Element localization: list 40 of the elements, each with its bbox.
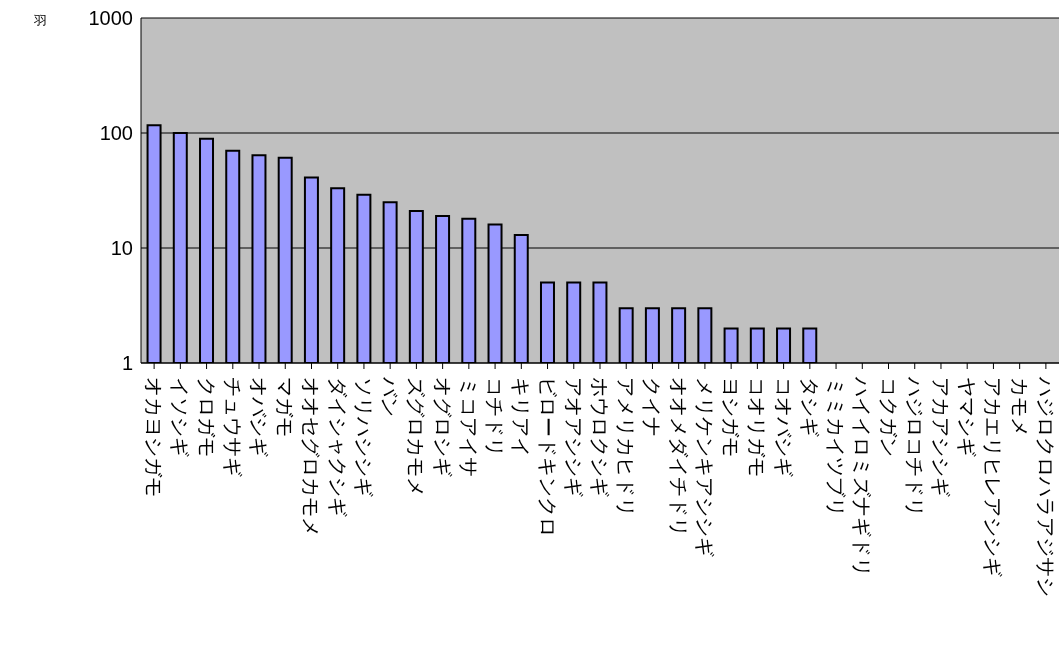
x-tick-label: ズグロカモメ [404,377,429,497]
x-tick-label: アメリカヒドリ [614,377,639,517]
x-tick-label: ヤマシギ [955,377,980,457]
x-tick-label: アカエリヒレアシシギ [981,377,1006,577]
x-tick-label: バン [378,376,403,417]
x-tick-label: オカヨシガモ [142,377,167,497]
y-tick-label: 1000 [88,7,133,30]
x-tick-label: アカアシシギ [928,377,953,497]
x-tick-label: コオバシギ [771,377,796,477]
y-tick-label: 10 [110,237,133,260]
x-tick-label: ホウロクシギ [588,377,612,497]
x-tick-label: アオアシシギ [561,377,586,497]
x-tick-label: オオセグロカモメ [299,377,324,537]
x-tick-label: イソシギ [168,377,193,457]
x-tick-label: ヨシガモ [719,377,744,457]
x-tick-label: ハイイロミズナギドリ [850,376,875,577]
x-tick-label: キリアイ [509,377,534,457]
x-tick-label: マガモ [273,377,298,437]
x-tick-label: ミミカイツブリ [824,377,849,517]
y-axis-title: 羽 [34,12,47,30]
x-tick-label: オバシギ [247,377,272,457]
x-tick-label: カモメ [1007,377,1032,437]
x-tick-label: メリケンキアシシギ [692,377,717,557]
x-tick-label: チュウサギ [220,377,245,477]
x-tick-label: コオリガモ [745,377,770,477]
x-tick-label: クロガモ [194,377,219,457]
x-tick-label: オグロシギ [430,377,455,477]
x-tick-label: ビロードキンクロ [535,377,560,537]
x-tick-label: ソリハシシギ [351,377,376,497]
x-tick-label: ダイシャクシギ [325,377,350,517]
x-tick-label: ミコアイサ [456,377,481,477]
y-tick-label: 100 [99,122,133,145]
x-tick-label: ハジロクロハラアジサシ [1033,376,1058,597]
x-tick-label: コチドリ [483,377,508,457]
x-tick-label: オオメダイチドリ [666,377,691,537]
x-tick-label: クイナ [640,377,665,437]
x-tick-label: コクガン [876,377,901,457]
x-tick-label: タシギ [797,377,822,437]
y-tick-label: 1 [121,352,133,375]
x-tick-label: ハジロコチドリ [902,376,927,517]
